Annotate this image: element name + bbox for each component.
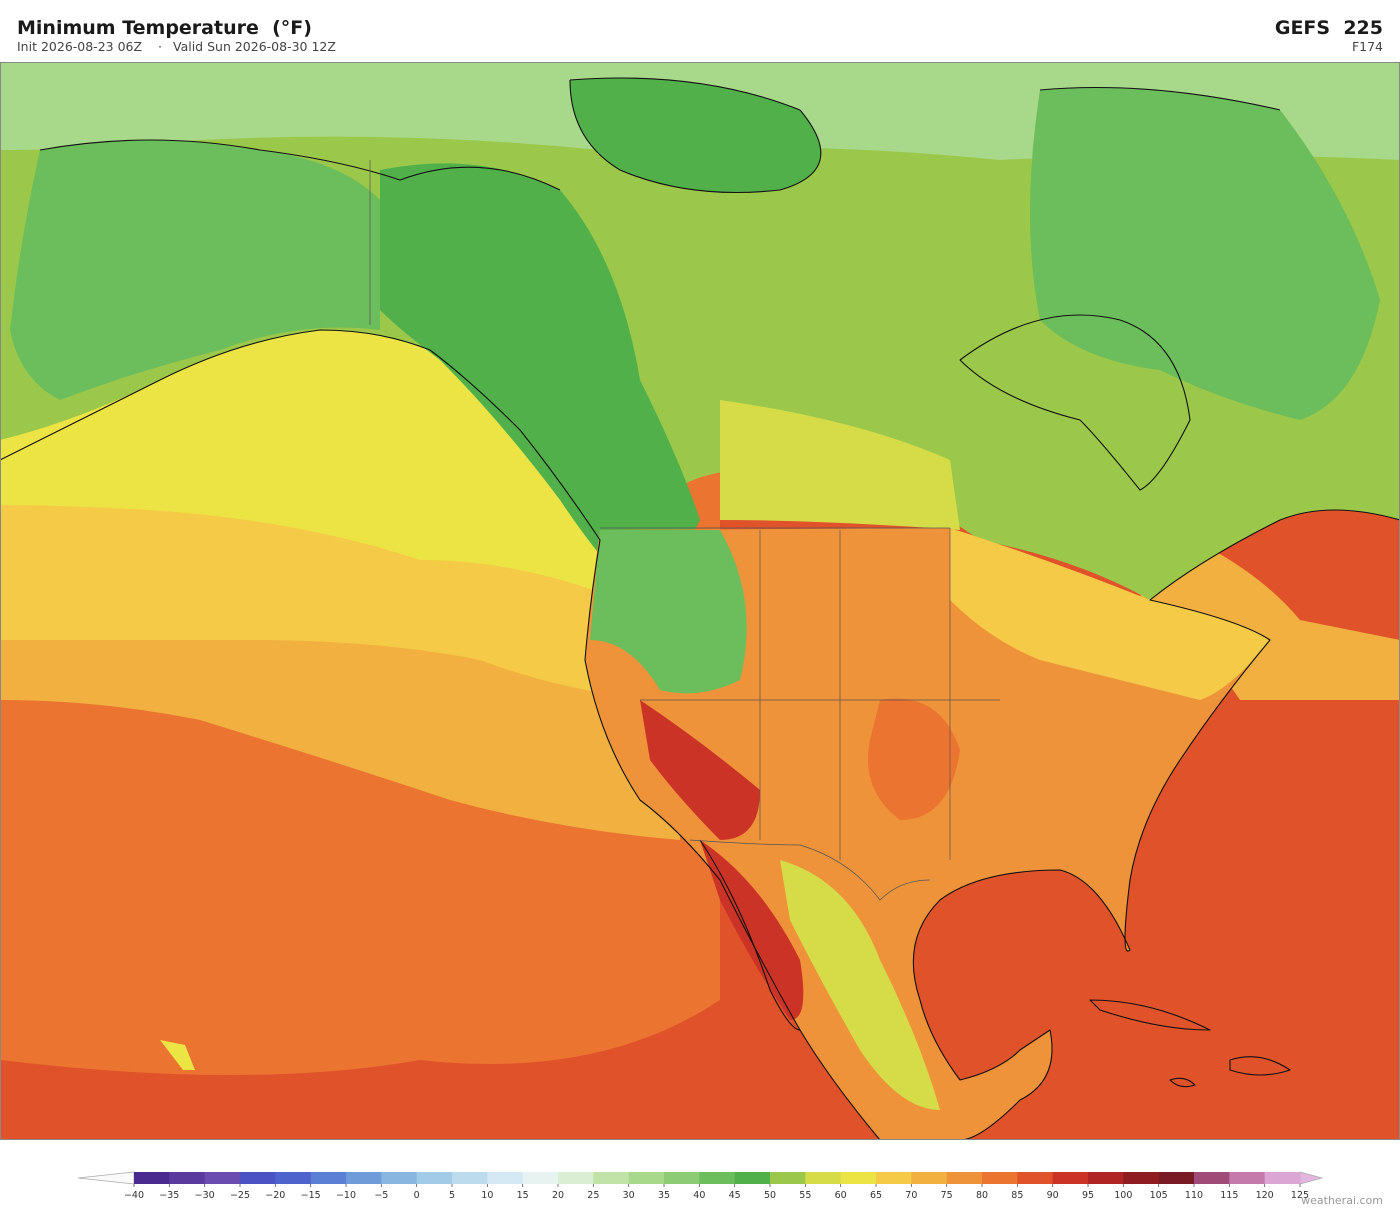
colorbar-tick-label: 120 <box>1256 1190 1274 1201</box>
islands <box>1089 999 1291 1088</box>
colorbar-tick-label: 10 <box>481 1190 493 1201</box>
colorbar-tick-label: −30 <box>195 1190 215 1201</box>
colorbar-swatch <box>346 1172 382 1184</box>
colorbar-swatch <box>664 1172 700 1184</box>
colorbar-swatch <box>1123 1172 1160 1184</box>
colorbar-tick-label: −20 <box>265 1190 285 1201</box>
southwest-hot <box>640 700 760 840</box>
colorbar-swatch <box>240 1172 276 1184</box>
colorbar-swatch <box>452 1172 488 1184</box>
alaska <box>10 140 380 400</box>
plains-hot <box>868 698 960 820</box>
colorbar-swatch <box>204 1172 241 1184</box>
colorbar-swatch <box>1088 1172 1124 1184</box>
colorbar-swatch <box>1229 1172 1266 1184</box>
hudson-bay <box>959 314 1191 491</box>
colorbar-tick-label: 60 <box>835 1190 847 1201</box>
map-title: Minimum Temperature (°F) <box>17 17 312 39</box>
colorbar-swatch <box>593 1172 630 1184</box>
colorbar-swatch <box>310 1172 347 1184</box>
colorbar-swatch <box>946 1172 983 1184</box>
colorbar-swatch <box>876 1172 912 1184</box>
colorbar-swatch <box>558 1172 594 1184</box>
colorbar-swatch <box>982 1172 1018 1184</box>
colorbar-swatch <box>1052 1172 1089 1184</box>
colorbar-swatch <box>1158 1172 1195 1184</box>
colorbar-swatch <box>840 1172 877 1184</box>
forecast-hour: F174 <box>1352 39 1383 54</box>
colorbar-tick-label: 95 <box>1082 1190 1094 1201</box>
coastline <box>699 839 801 1031</box>
colorbar-tick-label: 80 <box>976 1190 988 1201</box>
colorbar-tick-label: 35 <box>658 1190 670 1201</box>
quebec <box>1030 87 1380 420</box>
western-canada <box>380 163 700 601</box>
colorbar-swatch <box>522 1172 559 1184</box>
colorbar-swatch <box>416 1172 453 1184</box>
colorbar-tick-label: 85 <box>1011 1190 1023 1201</box>
init-time: Init 2026-08-23 06Z <box>17 39 142 54</box>
colorbar-swatch <box>770 1172 806 1184</box>
colorbar-tick-label: 5 <box>449 1190 455 1201</box>
colorbar-extend-high <box>1299 1171 1324 1185</box>
colorbar-tick-label: 50 <box>764 1190 776 1201</box>
separator: · <box>158 39 162 54</box>
watermark: weatherai.com <box>1301 1194 1383 1207</box>
colorbar-tick-label: −5 <box>374 1190 388 1201</box>
colorbar-swatch <box>487 1172 524 1184</box>
model-run: GEFS 225 <box>1275 17 1383 39</box>
hawaii <box>160 1040 195 1070</box>
colorbar-tick-label: 65 <box>870 1190 882 1201</box>
pacific-northwest <box>590 530 747 694</box>
colorbar-swatch <box>1017 1172 1054 1184</box>
colorbar-tick-label: 45 <box>729 1190 741 1201</box>
valid-time: Valid Sun 2026-08-30 12Z <box>173 39 336 54</box>
colorbar-swatch <box>275 1172 312 1184</box>
colorbar-swatch <box>911 1172 948 1184</box>
colorbar: −40 −35 −30 −25 −20 −15 −10 −5 0 5 10 15 20 25 30 35 40 4… <box>77 1171 1324 1201</box>
colorbar-tick-label: −35 <box>159 1190 179 1201</box>
colorbar-tick-label: 20 <box>552 1190 564 1201</box>
coastline <box>39 77 1281 194</box>
colorbar-swatch <box>381 1172 418 1184</box>
borders <box>369 160 1000 901</box>
coastline <box>912 509 1400 1140</box>
colorbar-tick-label: −25 <box>230 1190 250 1201</box>
colorbar-tick-label: 55 <box>799 1190 811 1201</box>
us-land <box>585 528 1270 1140</box>
mexico-highlands <box>780 860 940 1110</box>
colorbar-tick-label: 105 <box>1150 1190 1168 1201</box>
colorbar-tick-label: 15 <box>517 1190 529 1201</box>
colorbar-tick-label: 25 <box>587 1190 599 1201</box>
colorbar-tick-label: 75 <box>941 1190 953 1201</box>
northeast <box>950 528 1270 700</box>
colorbar-swatch <box>699 1172 736 1184</box>
colorbar-swatch <box>805 1172 842 1184</box>
colorbar-tick-label: 90 <box>1047 1190 1059 1201</box>
colorbar-tick-label: −15 <box>301 1190 321 1201</box>
colorbar-tick-label: −10 <box>336 1190 356 1201</box>
prairies <box>720 400 960 530</box>
map <box>0 62 1400 1140</box>
colorbar-swatch <box>1194 1172 1230 1184</box>
colorbar-swatch <box>169 1172 206 1184</box>
colorbar-swatch <box>628 1172 665 1184</box>
colorbar-tick-label: 0 <box>414 1190 420 1201</box>
colorbar-tick-label: 110 <box>1185 1190 1203 1201</box>
colorbar-tick-label: 40 <box>693 1190 705 1201</box>
colorbar-swatch <box>134 1172 170 1184</box>
colorbar-tick-label: 100 <box>1114 1190 1132 1201</box>
colorbar-swatch <box>734 1172 771 1184</box>
colorbar-tick-label: −40 <box>124 1190 144 1201</box>
arctic-islands <box>570 78 821 193</box>
colorbar-tick-label: 70 <box>905 1190 917 1201</box>
colorbar-tick-label: 30 <box>623 1190 635 1201</box>
colorbar-tick-label: 125 <box>1291 1190 1309 1201</box>
colorbar-swatch <box>1264 1172 1301 1184</box>
colorbar-tick-label: 115 <box>1220 1190 1238 1201</box>
coastline <box>0 329 881 1140</box>
colorbar-extend-low <box>77 1171 135 1185</box>
